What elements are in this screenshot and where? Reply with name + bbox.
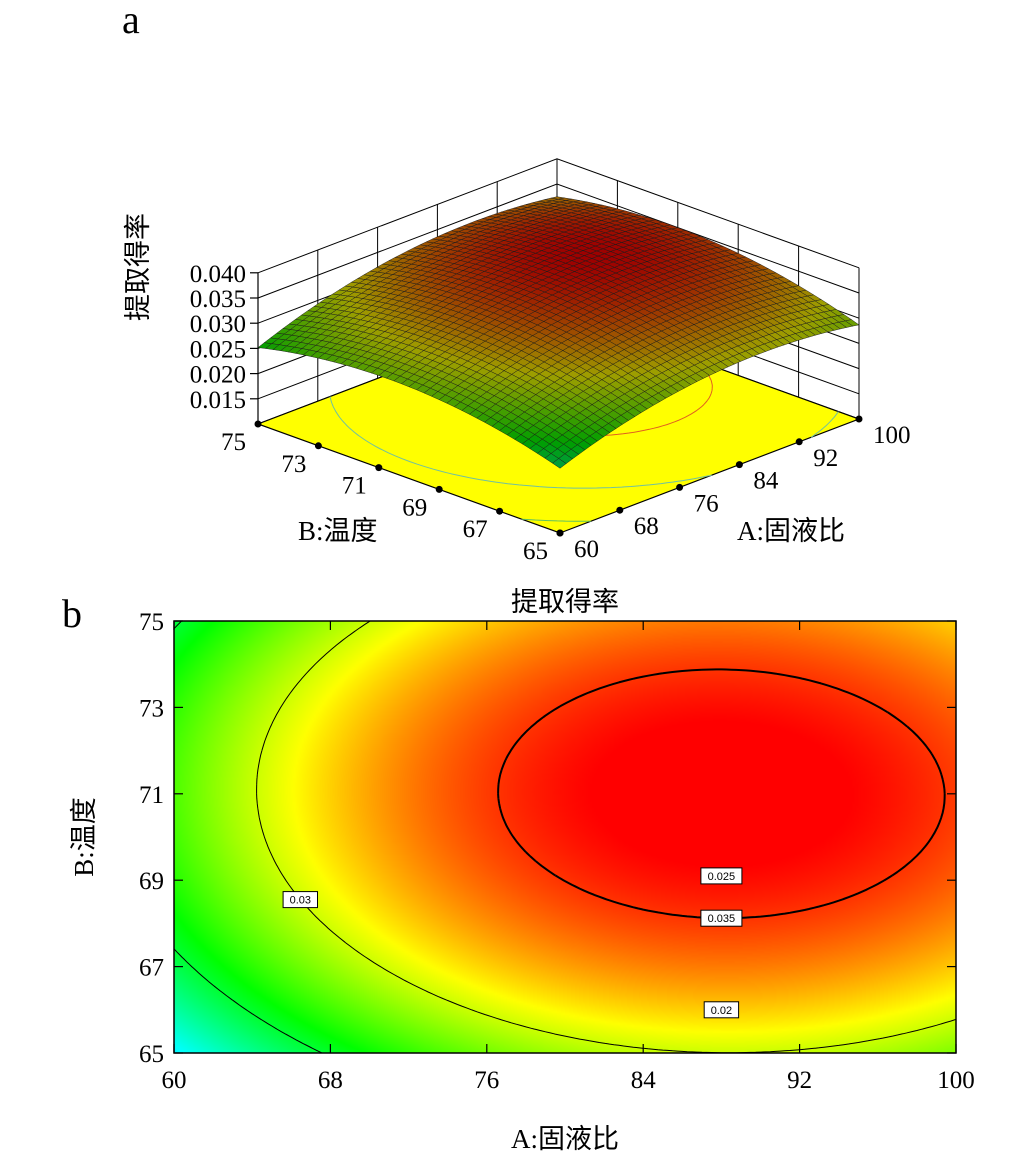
x-tick-label: 84 [753, 468, 779, 495]
y-tick-label: 65 [139, 1041, 164, 1068]
x-tick-dot [855, 415, 863, 423]
contour-line-0.035 [497, 668, 946, 920]
y-tick-label: 67 [139, 955, 164, 982]
x-tick-label: 68 [634, 513, 659, 540]
x-tick-label: 100 [937, 1067, 975, 1094]
y-tick-label: 75 [139, 609, 164, 636]
panel-b-letter: b [62, 591, 82, 636]
x-tick-label: 100 [873, 422, 911, 449]
y-tick-label: 71 [342, 473, 367, 500]
contour-label-0.025: 0.025 [700, 867, 743, 885]
contour-heatmap [174, 621, 956, 1053]
contour-label-text: 0.02 [711, 1005, 732, 1017]
contour-label-text: 0.03 [290, 895, 311, 907]
y-tick-dot [314, 442, 322, 450]
floor-contour [521, 518, 591, 522]
contour-label-box [282, 891, 319, 909]
response-surface [257, 196, 860, 469]
contour-label-0.035: 0.035 [700, 909, 743, 927]
x-tick-label: 76 [694, 490, 719, 517]
panel-a-letter: a [122, 0, 140, 42]
y-tick-dot [375, 464, 383, 472]
x-tick-dot [795, 438, 803, 446]
contour-label-box [700, 867, 743, 885]
y-tick-label: 67 [463, 516, 488, 543]
y-tick-label: 73 [281, 451, 306, 478]
y-tick-label: 69 [402, 494, 427, 521]
y-tick-label: 71 [139, 782, 164, 809]
x-axis-label: A:固液比 [511, 1124, 619, 1154]
z-tick-label: 0.025 [190, 336, 246, 363]
contour-axes: 60 68 76 84 92 100 65 67 69 71 73 75 [139, 609, 975, 1094]
x-axis-label: A:固液比 [737, 516, 845, 546]
contour-lines [174, 621, 956, 1053]
x-tick-dot [616, 506, 624, 514]
x-tick-label: 76 [474, 1067, 499, 1094]
contour-label-0.03: 0.03 [282, 891, 319, 909]
x-tick-dot [676, 483, 684, 491]
x-tick-dot [735, 461, 743, 469]
contour-title: 提取得率 [511, 587, 619, 617]
plot-frame [173, 620, 957, 1054]
z-tick-label: 0.040 [190, 261, 246, 288]
x-tick-label: 60 [162, 1067, 187, 1094]
x-tick-label: 92 [813, 445, 838, 472]
y-tick-dot [496, 507, 504, 515]
y-axis-label: B:温度 [69, 797, 99, 877]
surface-cell [552, 458, 567, 469]
z-tick-label: 0.015 [190, 387, 246, 414]
x-tick-label: 60 [574, 536, 599, 563]
z-tick-label: 0.020 [190, 362, 246, 389]
contour-label-box [700, 909, 743, 927]
x-tick-label: 84 [631, 1067, 657, 1094]
contour-label-text: 0.025 [708, 871, 736, 883]
x-tick-label: 92 [787, 1067, 812, 1094]
y-tick-dot [254, 420, 262, 428]
y-tick-label: 69 [139, 868, 164, 895]
floor-contour [329, 396, 839, 489]
contour-chart: 提取得率 60 68 76 84 92 100 65 67 69 71 73 75 A:固液比 B:温… [69, 587, 975, 1154]
z-tick-label: 0.035 [190, 286, 246, 313]
y-axis-label: B:温度 [298, 516, 378, 546]
y-tick-label: 65 [523, 538, 548, 565]
contour-line-0.025 [174, 621, 323, 1053]
contour-labels: 0.035 0.03 0.025 0.02 [282, 867, 743, 1019]
y-tick-dot [435, 485, 443, 493]
y-tick-label: 75 [221, 429, 246, 456]
contour-label-text: 0.035 [708, 913, 736, 925]
contour-label-box [703, 1001, 740, 1019]
y-tick-label: 73 [139, 695, 164, 722]
y-tick-dot [556, 529, 564, 537]
z-tick-label: 0.030 [190, 311, 246, 338]
x-tick-label: 68 [318, 1067, 343, 1094]
contour-label-0.02: 0.02 [703, 1001, 740, 1019]
z-axis-label: 提取得率 [123, 213, 153, 321]
